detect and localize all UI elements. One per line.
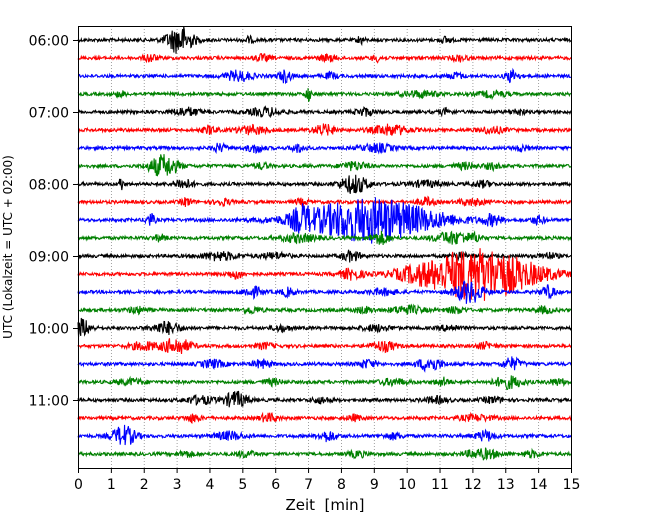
x-tick-label: 0 [74,477,83,493]
x-tick-label: 12 [464,477,482,493]
seismogram-trace [77,248,572,301]
x-tick-label: 9 [370,477,379,493]
x-tick-label: 13 [497,477,515,493]
y-tick-label: 07:00 [29,106,69,122]
x-tick-label: 7 [304,477,313,493]
seismogram-trace [77,52,572,64]
seismogram-trace [77,356,572,373]
seismogram-trace [77,123,572,137]
seismogram-trace [77,154,572,177]
seismogram-trace [77,249,572,263]
y-axis-label: UTC (Lokalzeit = UTC + 02:00) [1,155,15,339]
x-tick-label: 2 [140,477,149,493]
seismogram-trace [77,26,572,54]
seismogram-trace [77,197,572,244]
x-tick-label: 1 [107,477,116,493]
seismogram-trace [77,375,572,391]
x-tick-label: 14 [530,477,548,493]
seismogram-trace [77,338,572,354]
x-tick-label: 6 [271,477,280,493]
x-tick-label: 4 [206,477,215,493]
seismogram-trace [77,390,572,408]
y-tick-label: 06:00 [29,34,69,50]
seismogram-trace [77,280,572,304]
seismogram-trace [77,303,572,316]
x-axis-label: Zeit [min] [285,496,364,514]
seismogram-trace [77,424,572,446]
seismogram-trace [77,447,572,461]
seismogram-trace [77,195,572,208]
seismogram-trace [77,174,572,194]
seismogram-trace [77,67,572,85]
x-tick-label: 10 [398,477,416,493]
plot-frame [78,26,572,469]
y-tick-label: 08:00 [29,178,69,194]
y-tick-label: 11:00 [29,394,69,410]
x-tick-label: 5 [238,477,247,493]
seismogram-trace [77,230,572,245]
seismogram-trace [77,105,572,119]
x-tick-label: 11 [431,477,449,493]
x-tick-label: 15 [563,477,581,493]
y-tick-label: 09:00 [29,250,69,266]
x-tick-label: 8 [337,477,346,493]
axes: 0 1 2 3 4 5 6 7 8 9 10 11 12 13 14 1506:0007:0008:0009:… [29,34,581,494]
seismogram-trace [77,88,572,103]
y-tick-label: 10:00 [29,322,69,338]
x-tick-label: 3 [173,477,182,493]
seismogram-traces [77,26,572,461]
seismogram-trace [77,411,572,424]
seismogram-trace [77,141,572,155]
seismogram-trace [77,317,572,337]
